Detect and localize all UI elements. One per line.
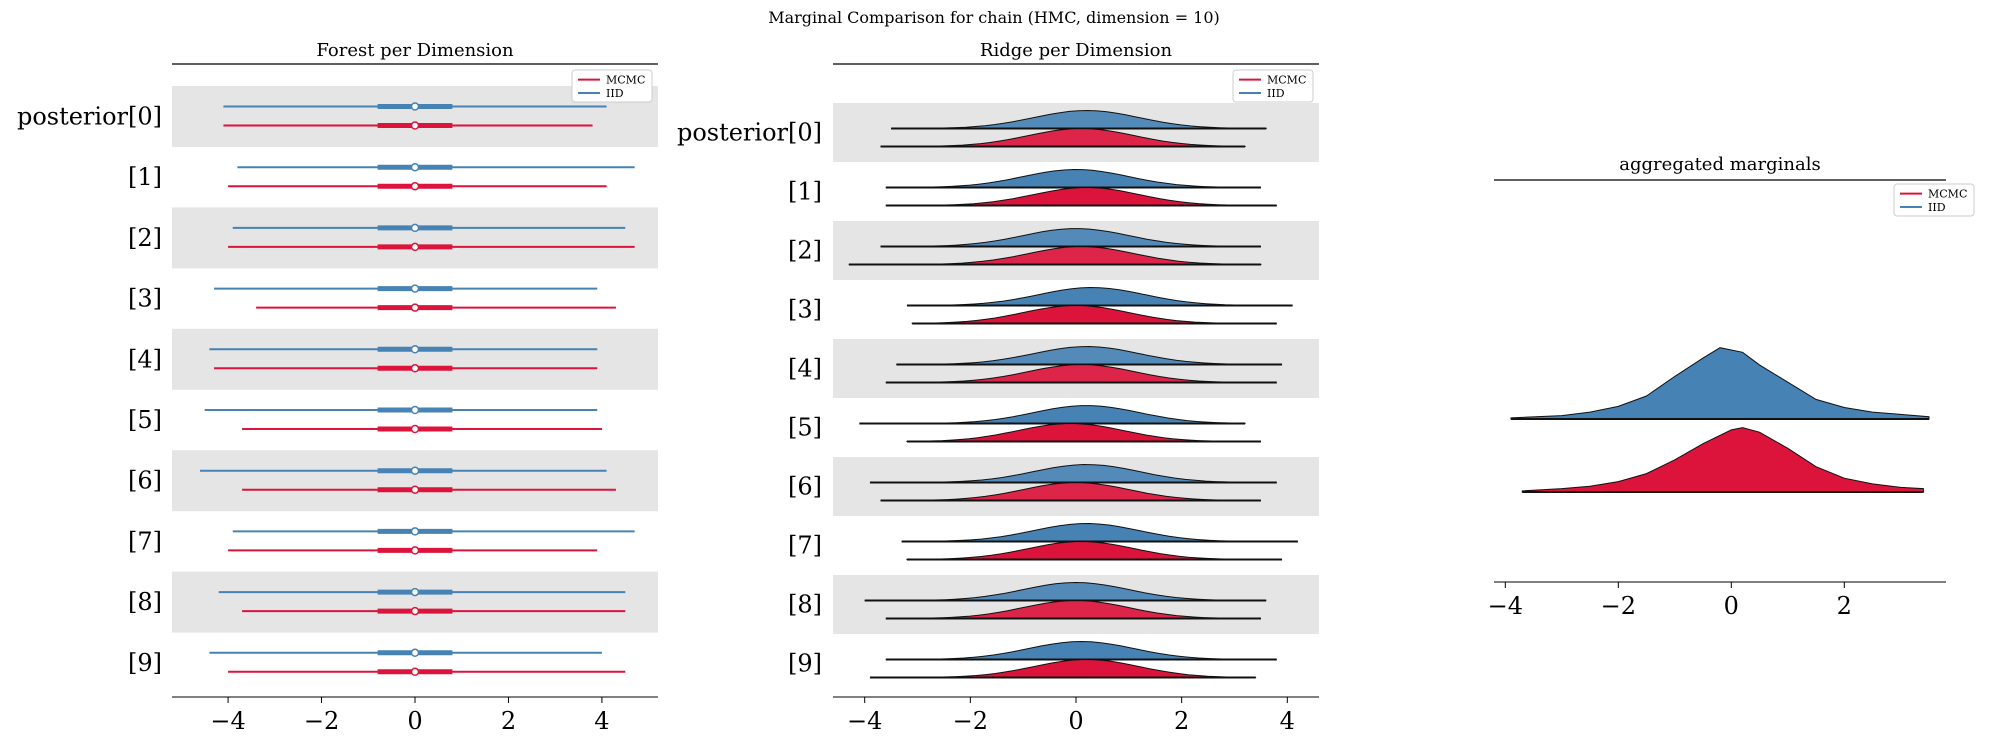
x-tick-label: −4 — [847, 707, 882, 735]
iid-ridge — [885, 640, 1277, 660]
row-label: [9] — [128, 649, 162, 677]
row-band — [172, 207, 658, 269]
x-tick-label: 2 — [1837, 592, 1852, 620]
row-label: [7] — [128, 527, 162, 555]
row-label: [5] — [128, 406, 162, 434]
row-label: posterior[0] — [17, 103, 162, 131]
iid-median-point — [410, 223, 420, 233]
iid-median-point — [410, 162, 420, 172]
mcmc-median-point — [410, 364, 420, 373]
row-band — [172, 571, 658, 633]
iid-median-point — [410, 648, 420, 658]
x-tick-label: 4 — [594, 707, 609, 735]
row-label: [7] — [788, 532, 822, 560]
mcmc-ridge — [885, 187, 1277, 206]
row-label: [3] — [128, 285, 162, 313]
iid-ridge — [885, 168, 1261, 188]
mcmc-median-point — [410, 667, 420, 677]
iid-median-point — [410, 587, 420, 597]
iid-median-point — [410, 345, 420, 354]
x-tick-label: 0 — [1724, 592, 1739, 620]
iid-ridge — [901, 522, 1298, 542]
mcmc-ridge — [906, 540, 1283, 560]
x-tick-label: 2 — [1174, 707, 1189, 735]
mcmc-ridge — [906, 423, 1261, 442]
legend-label-iid: IID — [606, 87, 624, 100]
iid-median-point — [410, 405, 420, 415]
legend-label-mcmc: MCMC — [1267, 74, 1306, 87]
x-tick-label: −2 — [304, 707, 339, 735]
legend-label-mcmc: MCMC — [1928, 188, 1967, 201]
panel-title: Forest per Dimension — [316, 40, 514, 61]
iid-median-point — [410, 102, 420, 111]
mcmc-median-point — [410, 181, 420, 191]
mcmc-ridge — [911, 304, 1277, 324]
row-label: [3] — [788, 296, 822, 324]
row-label: [8] — [128, 588, 162, 616]
row-label: posterior[0] — [677, 119, 822, 147]
row-label: [6] — [128, 467, 162, 495]
mcmc-aggregate-ridge — [1521, 427, 1924, 493]
row-label: [6] — [788, 473, 822, 501]
row-label: [2] — [128, 224, 162, 252]
ridge-panel: Ridge per Dimension posterior[0] [1] [2] [3]… — [677, 40, 1319, 735]
iid-ridge — [906, 286, 1293, 306]
mcmc-median-point — [410, 121, 420, 130]
x-tick-label: 0 — [1068, 707, 1083, 735]
row-label: [5] — [788, 414, 822, 442]
x-tick-label: 2 — [501, 707, 516, 735]
iid-median-point — [410, 466, 420, 475]
forest-panel: Forest per Dimension posterior[0] [1] [2] [3… — [17, 40, 658, 735]
x-tick-label: 4 — [1280, 707, 1295, 735]
row-label: [1] — [128, 163, 162, 191]
iid-ridge — [859, 405, 1246, 424]
mcmc-median-point — [410, 424, 420, 434]
x-tick-label: −2 — [1601, 592, 1636, 620]
mcmc-median-point — [410, 606, 420, 616]
iid-median-point — [410, 527, 420, 536]
panel-title: Ridge per Dimension — [980, 40, 1173, 61]
row-band — [172, 450, 658, 512]
mcmc-ridge — [869, 659, 1257, 678]
row-label: [2] — [788, 237, 822, 265]
legend-label-iid: IID — [1267, 87, 1285, 100]
mcmc-median-point — [410, 546, 420, 555]
mcmc-median-point — [410, 303, 420, 312]
row-label: [8] — [788, 591, 822, 619]
iid-median-point — [410, 284, 420, 293]
legend-label-mcmc: MCMC — [606, 74, 645, 87]
mcmc-median-point — [410, 242, 420, 252]
row-label: [4] — [788, 355, 822, 383]
mcmc-median-point — [410, 485, 420, 494]
row-label: [9] — [788, 650, 822, 678]
x-tick-label: 0 — [407, 707, 422, 735]
row-label: [1] — [788, 178, 822, 206]
iid-aggregate-ridge — [1510, 347, 1930, 420]
figure-title: Marginal Comparison for chain (HMC, dime… — [768, 8, 1220, 27]
legend-label-iid: IID — [1928, 201, 1946, 214]
panel-title: aggregated marginals — [1619, 154, 1820, 175]
x-tick-label: −2 — [953, 707, 988, 735]
x-tick-label: −4 — [210, 707, 245, 735]
x-tick-label: −4 — [1488, 592, 1523, 620]
row-label: [4] — [128, 345, 162, 373]
row-band — [172, 328, 658, 390]
